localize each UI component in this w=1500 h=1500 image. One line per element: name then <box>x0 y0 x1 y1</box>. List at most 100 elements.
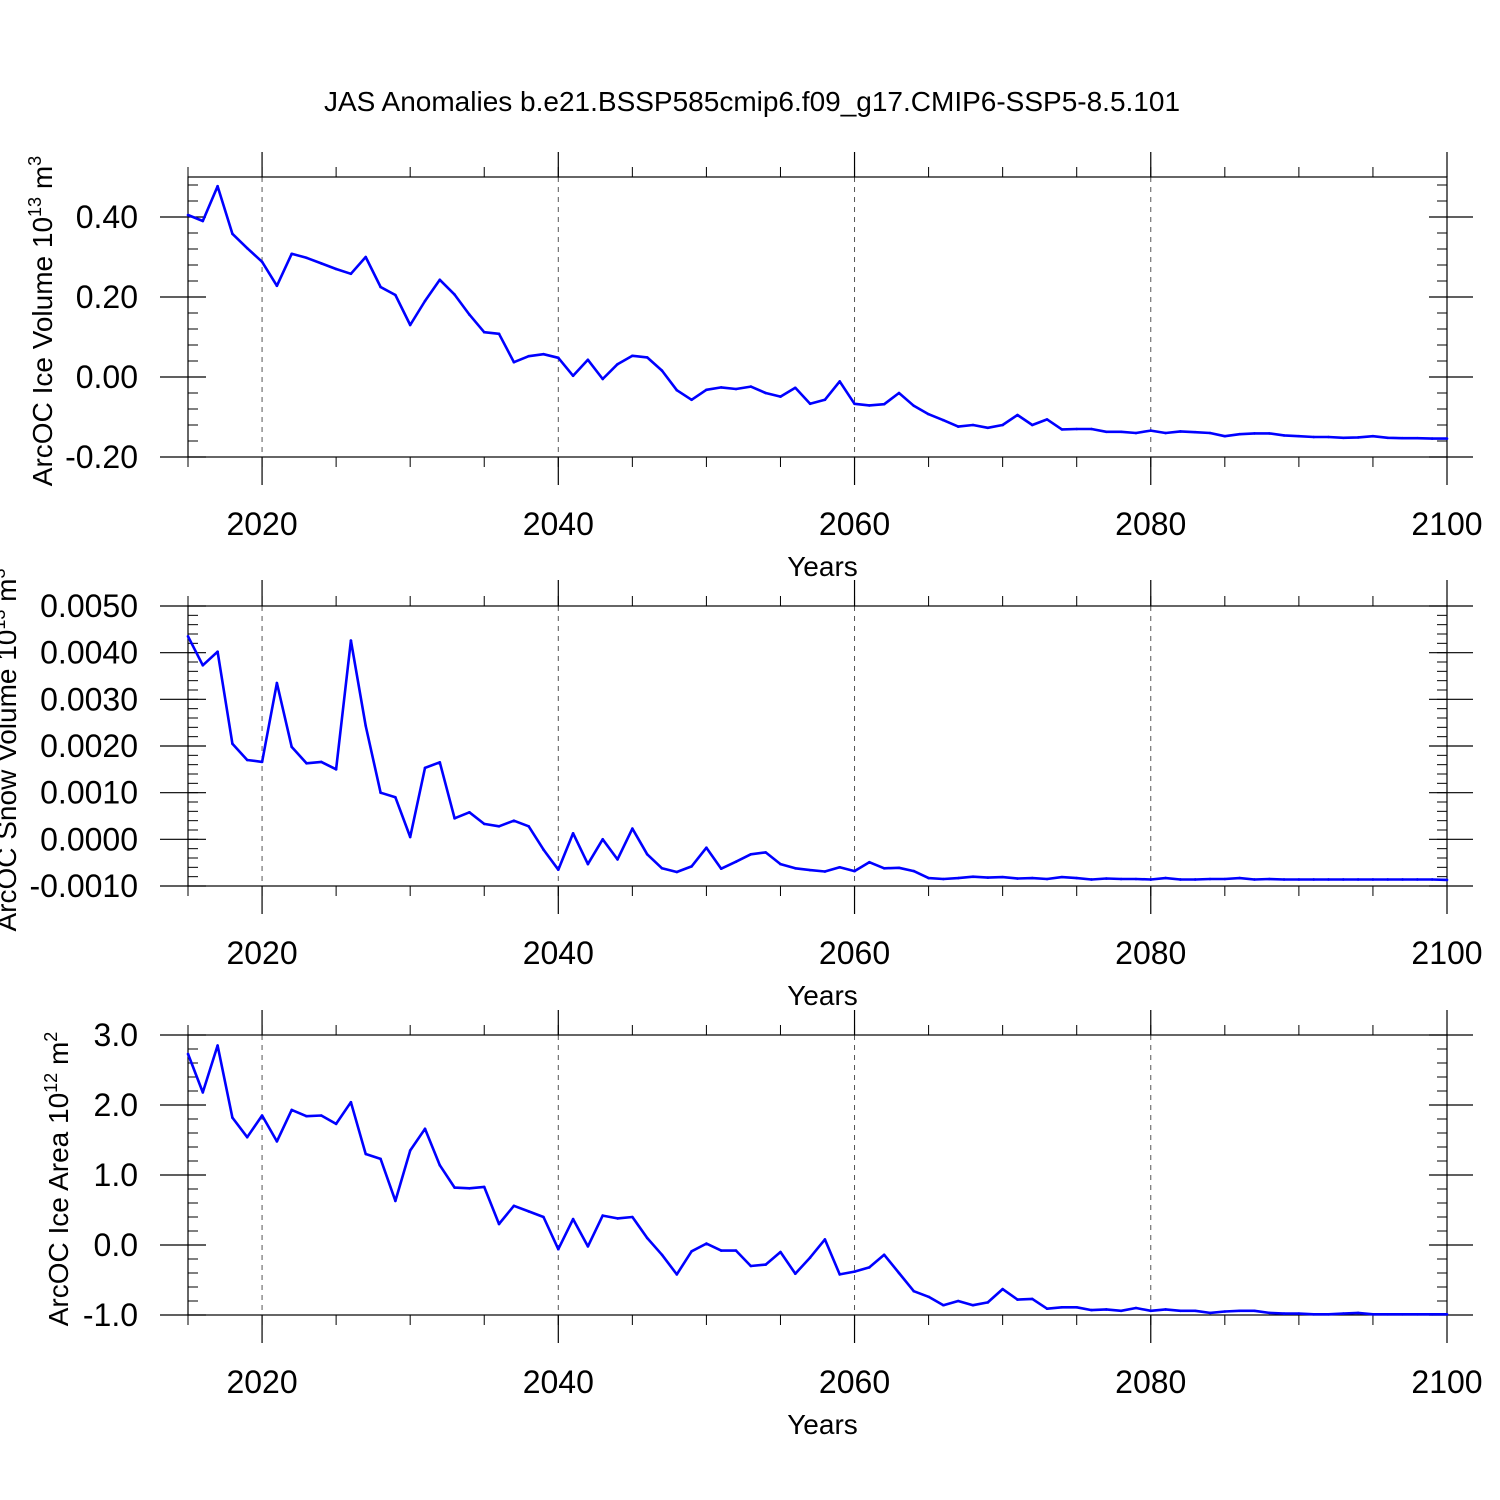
data-point <box>734 860 738 864</box>
data-point <box>245 246 249 250</box>
x-tick-label: 2080 <box>1115 1364 1186 1400</box>
data-point <box>1030 423 1034 427</box>
data-point <box>1267 1311 1271 1315</box>
data-point <box>823 1238 827 1241</box>
data-point <box>1001 875 1004 879</box>
data-point <box>1282 1312 1286 1315</box>
data-point <box>1060 875 1064 879</box>
data-point <box>1356 1311 1360 1315</box>
y-tick-label: 0.40 <box>76 199 138 235</box>
data-point <box>1327 878 1330 881</box>
data-point <box>793 866 797 870</box>
data-point <box>468 1187 471 1190</box>
data-point <box>1253 1309 1256 1313</box>
data-point <box>231 1116 234 1119</box>
data-point <box>1401 878 1404 881</box>
data-point <box>275 1140 279 1143</box>
data-point <box>482 1185 486 1189</box>
data-point <box>334 267 338 271</box>
x-tick-label: 2020 <box>226 935 297 971</box>
data-point <box>305 256 308 260</box>
data-point <box>305 1114 308 1118</box>
data-point <box>690 398 693 402</box>
x-tick-label: 2020 <box>226 506 297 542</box>
data-point <box>942 877 945 881</box>
data-point <box>1430 878 1434 881</box>
data-point <box>1193 878 1197 881</box>
data-point <box>290 745 293 749</box>
data-point <box>1327 1313 1330 1316</box>
data-point <box>927 876 930 880</box>
data-point <box>616 858 619 861</box>
data-point <box>1164 876 1167 880</box>
data-point <box>245 1135 249 1139</box>
data-point <box>986 1301 990 1304</box>
data-point <box>453 1186 456 1189</box>
data-point <box>1297 1312 1301 1315</box>
data-point <box>675 870 679 874</box>
data-point <box>1045 877 1049 881</box>
data-point <box>1386 436 1390 440</box>
data-point <box>734 387 738 391</box>
data-point <box>719 1249 723 1252</box>
data-point <box>1105 430 1108 434</box>
data-point <box>808 1256 812 1259</box>
data-point <box>912 1289 916 1293</box>
data-point <box>275 681 279 685</box>
data-point <box>690 1250 693 1253</box>
data-point <box>986 876 990 879</box>
data-point <box>779 862 782 866</box>
data-point <box>971 423 975 427</box>
data-point <box>438 278 442 282</box>
data-point <box>438 1163 442 1167</box>
data-point <box>616 1217 619 1220</box>
x-tick-label: 2040 <box>523 935 594 971</box>
data-point <box>1253 878 1256 881</box>
data-point <box>556 1247 560 1251</box>
data-point <box>201 663 205 667</box>
data-point <box>201 219 205 223</box>
data-point <box>379 791 382 794</box>
plot-frame <box>187 605 1448 887</box>
data-point <box>497 332 501 336</box>
data-point <box>320 760 323 764</box>
data-point <box>1060 428 1064 431</box>
data-point <box>201 1091 205 1094</box>
figure-title: JAS Anomalies b.e21.BSSP585cmip6.f09_g17… <box>324 86 1180 117</box>
data-point <box>734 1249 738 1252</box>
data-point <box>394 1199 397 1203</box>
data-point <box>1223 877 1227 881</box>
data-point <box>527 354 530 358</box>
data-point <box>749 385 753 388</box>
y-axis-label-unit-exponent: 3 <box>0 568 9 578</box>
x-axis-label: Years <box>787 980 858 1011</box>
data-point <box>1371 878 1375 881</box>
data-point <box>1371 1313 1375 1316</box>
data-point <box>1045 1307 1049 1310</box>
data-point <box>334 1122 338 1126</box>
data-point <box>216 650 219 654</box>
data-point <box>868 1266 871 1269</box>
y-tick-label: 0.0050 <box>40 588 138 624</box>
data-point <box>764 851 767 854</box>
data-point <box>1342 436 1345 440</box>
data-point <box>379 1157 382 1161</box>
y-axis-label-exponent: 13 <box>0 610 9 630</box>
data-point <box>793 386 797 390</box>
data-point <box>290 1108 293 1112</box>
data-point <box>556 356 560 360</box>
data-point <box>1223 1310 1227 1313</box>
data-point <box>601 1214 605 1217</box>
plot-frame <box>187 176 1448 458</box>
data-point <box>631 827 634 830</box>
data-point <box>586 862 590 866</box>
data-point <box>838 866 842 869</box>
y-tick-label: 2.0 <box>94 1087 138 1123</box>
y-tick-label: 0.0040 <box>40 635 138 671</box>
data-point <box>1208 877 1212 881</box>
data-point <box>1356 878 1360 881</box>
data-point <box>897 1271 901 1275</box>
data-point <box>1282 434 1286 437</box>
data-point <box>1105 1308 1108 1311</box>
data-point <box>423 1127 427 1131</box>
